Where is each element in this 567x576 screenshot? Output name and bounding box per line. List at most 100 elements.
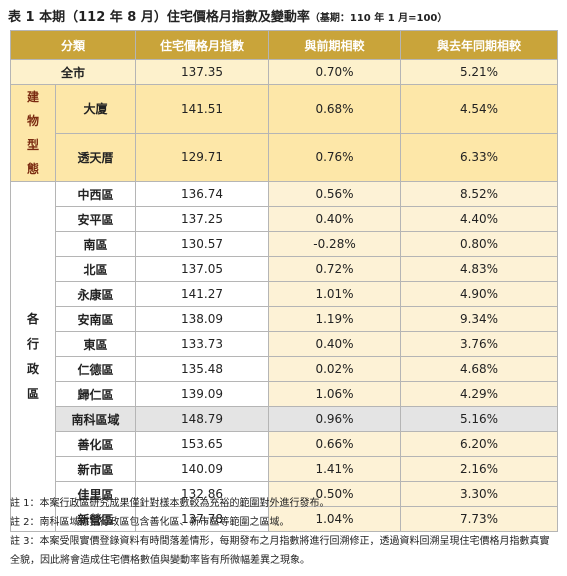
cell: 0.70% (268, 59, 402, 85)
data-row: 仁德區 135.48 0.02% 4.68% (11, 356, 559, 382)
cell: 1.06% (268, 381, 402, 407)
header-cell: 與去年同期相較 (400, 30, 559, 60)
data-row: 北區 137.05 0.72% 4.83% (11, 256, 559, 282)
cell: 135.48 (135, 356, 270, 382)
row-label: 北區 (54, 256, 137, 282)
row-label: 新營區 (54, 506, 137, 532)
note: 註 3：本案受限實價登錄資料有時間落差情形，每期發布之月指數將進行回溯修正，透過… (10, 536, 550, 566)
header-row: 分類 住宅價格月指數 與前期相較 與去年同期相較 (9, 30, 559, 60)
row-label: 透天厝 (54, 132, 137, 182)
cell: 137.78 (135, 506, 270, 532)
cell: 5.16% (400, 406, 559, 432)
cell: 3.30% (400, 481, 559, 507)
row-label: 中西區 (54, 181, 137, 207)
cell: 140.09 (135, 456, 270, 482)
title: 表 1 本期（112 年 8 月）住宅價格月指數及變動率 (8, 10, 310, 25)
cell: 137.05 (135, 256, 270, 282)
cell: 0.96% (268, 406, 402, 432)
cell: 8.52% (400, 181, 559, 207)
index-table: 分類 住宅價格月指數 與前期相較 與去年同期相較 全市 137.35 0.70% 5.21% 建… (9, 30, 559, 532)
row-label: 仁德區 (54, 356, 137, 382)
data-row: 透天厝 129.71 0.76% 6.33% (11, 132, 559, 182)
row-label: 永康區 (54, 281, 137, 307)
cell: 7.73% (400, 506, 559, 532)
cell: 2.16% (400, 456, 559, 482)
cell: 0.68% (268, 84, 402, 134)
cell: 132.86 (135, 481, 270, 507)
cell: 0.40% (268, 331, 402, 357)
note: 註 2：南科區域係指行政區包含善化區、新市區等範圍之區域。 (10, 517, 290, 528)
data-row: 東區 133.73 0.40% 3.76% (11, 331, 559, 357)
cell: 4.40% (400, 206, 559, 232)
total-row: 全市 137.35 0.70% 5.21% (9, 59, 559, 85)
title-note: （基期：110 年 1 月=100） (309, 13, 448, 24)
title-block: 表 1 本期（112 年 8 月）住宅價格月指數及變動率（基期：110 年 1 … (8, 6, 447, 25)
cell: 4.68% (400, 356, 559, 382)
note: 註 1：本案行政區研究成果僅針對樣本數較為充裕的範圍對外進行發布。 (10, 498, 330, 509)
data-row: 南區 130.57 -0.28% 0.80% (11, 231, 559, 257)
cell: 138.09 (135, 306, 270, 332)
header-cell: 分類 (9, 30, 137, 60)
cell: 0.50% (268, 481, 402, 507)
cell: 139.09 (135, 381, 270, 407)
row-label: 全市 (9, 59, 137, 85)
cell: 6.20% (400, 431, 559, 457)
cell: 136.74 (135, 181, 270, 207)
cell: 1.19% (268, 306, 402, 332)
row-label: 安南區 (54, 306, 137, 332)
cell: 153.65 (135, 431, 270, 457)
data-row: 新市區 140.09 1.41% 2.16% (11, 456, 559, 482)
header-cell: 與前期相較 (268, 30, 402, 60)
cell: 4.90% (400, 281, 559, 307)
data-row: 永康區 141.27 1.01% 4.90% (11, 281, 559, 307)
cell: 0.02% (268, 356, 402, 382)
cell: 0.56% (268, 181, 402, 207)
cell: 137.35 (135, 59, 270, 85)
data-row: 新營區 137.78 1.04% 7.73% (11, 506, 559, 532)
cell: 0.72% (268, 256, 402, 282)
data-row: 各行政區 中西區 136.74 0.56% 8.52% (10, 181, 559, 532)
cell: 0.66% (268, 431, 402, 457)
cell: 9.34% (400, 306, 559, 332)
notes: 註 1：本案行政區研究成果僅針對樣本數較為充裕的範圍對外進行發布。註 2：南科區… (10, 494, 558, 570)
cell: 129.71 (135, 132, 270, 182)
data-row: 安南區 138.09 1.19% 9.34% (11, 306, 559, 332)
data-row: 佳里區 132.86 0.50% 3.30% (11, 481, 559, 507)
cell: 5.21% (400, 59, 559, 85)
group-label: 各行政區 (10, 181, 56, 532)
cell: 4.54% (400, 84, 559, 134)
cell: 1.01% (268, 281, 402, 307)
cell: 133.73 (135, 331, 270, 357)
data-row: 歸仁區 139.09 1.06% 4.29% (11, 381, 559, 407)
row-label: 東區 (54, 331, 137, 357)
cell: 1.04% (268, 506, 402, 532)
data-row: 建物型態 大廈 141.51 0.68% 4.54% (10, 84, 559, 182)
cell: 3.76% (400, 331, 559, 357)
cell: 4.29% (400, 381, 559, 407)
cell: 1.41% (268, 456, 402, 482)
cell: 137.25 (135, 206, 270, 232)
cell: 141.27 (135, 281, 270, 307)
cell: -0.28% (268, 231, 402, 257)
data-row: 善化區 153.65 0.66% 6.20% (11, 431, 559, 457)
row-label: 大廈 (54, 84, 137, 134)
cell: 0.40% (268, 206, 402, 232)
group-label: 建物型態 (10, 84, 56, 182)
cell: 0.76% (268, 132, 402, 182)
row-label: 新市區 (54, 456, 137, 482)
cell: 4.83% (400, 256, 559, 282)
row-label: 佳里區 (54, 481, 137, 507)
header-cell: 住宅價格月指數 (135, 30, 270, 60)
cell: 0.80% (400, 231, 559, 257)
row-label: 安平區 (54, 206, 137, 232)
data-row: 安平區 137.25 0.40% 4.40% (11, 206, 559, 232)
row-label: 善化區 (54, 431, 137, 457)
cell: 141.51 (135, 84, 270, 134)
row-label: 南科區域 (54, 406, 137, 432)
row-label: 南區 (54, 231, 137, 257)
cell: 148.79 (135, 406, 270, 432)
cell: 6.33% (400, 132, 559, 182)
cell: 130.57 (135, 231, 270, 257)
data-row: 南科區域 148.79 0.96% 5.16% (11, 406, 559, 432)
